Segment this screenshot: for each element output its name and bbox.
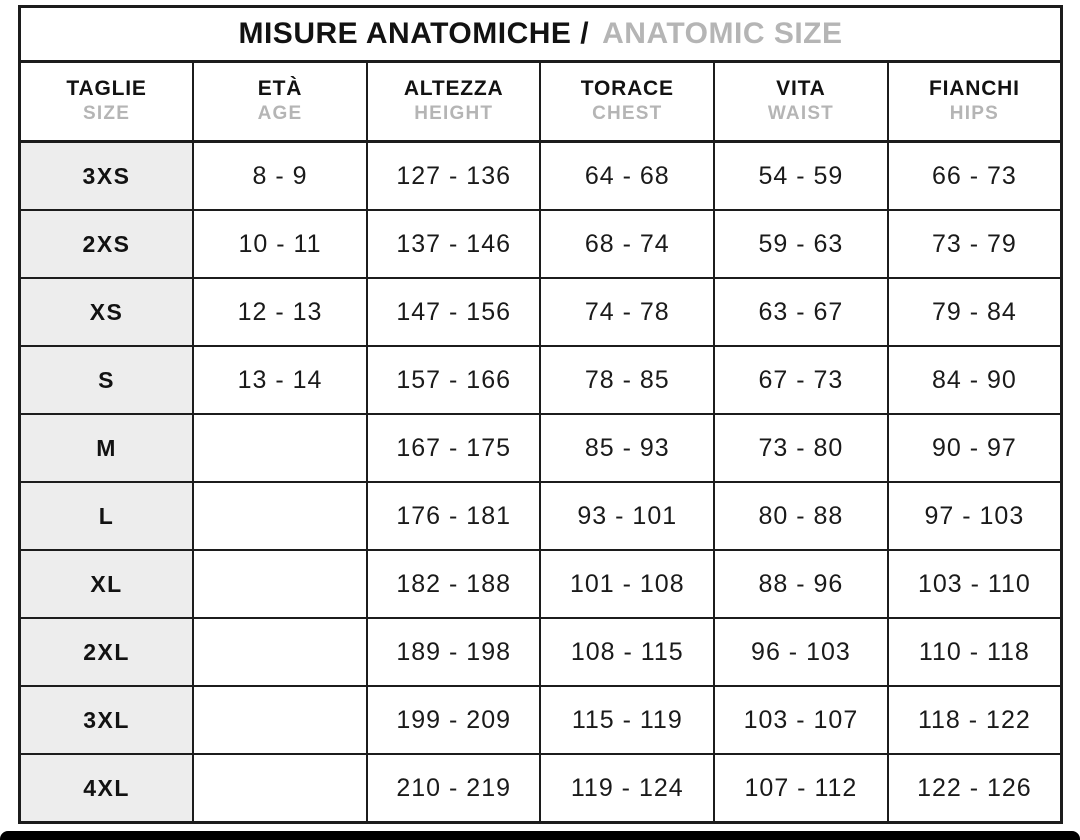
table-row: 4XL 210 - 219 119 - 124 107 - 112 122 - 126 bbox=[18, 753, 1063, 824]
hips-value-cell: 110 - 118 bbox=[886, 617, 1063, 687]
column-header-size: TAGLIE SIZE bbox=[18, 60, 195, 143]
height-value-cell: 147 - 156 bbox=[365, 277, 542, 347]
waist-value-cell: 103 - 107 bbox=[713, 685, 889, 755]
column-header-height-italian: ALTEZZA bbox=[403, 77, 504, 101]
waist-value-cell: 73 - 80 bbox=[713, 413, 889, 483]
height-value-cell: 199 - 209 bbox=[365, 685, 542, 755]
age-value-cell bbox=[192, 413, 368, 483]
column-header-waist-italian: VITA bbox=[776, 77, 826, 101]
column-header-chest-english: CHEST bbox=[592, 103, 663, 125]
waist-value-cell: 59 - 63 bbox=[713, 209, 889, 279]
size-cell: 3XL bbox=[18, 685, 195, 755]
waist-value-cell: 80 - 88 bbox=[713, 481, 889, 551]
height-value-cell: 137 - 146 bbox=[365, 209, 542, 279]
waist-value-cell: 107 - 112 bbox=[713, 753, 889, 824]
age-value-cell: 8 - 9 bbox=[192, 140, 368, 211]
table-row: 3XL 199 - 209 115 - 119 103 - 107 118 - 122 bbox=[18, 685, 1063, 755]
table-row: XS 12 - 13 147 - 156 74 - 78 63 - 67 79 - 84 bbox=[18, 277, 1063, 347]
age-value-cell: 12 - 13 bbox=[192, 277, 368, 347]
age-value-cell bbox=[192, 617, 368, 687]
table-row: S 13 - 14 157 - 166 78 - 85 67 - 73 84 - 90 bbox=[18, 345, 1063, 415]
chest-value-cell: 68 - 74 bbox=[539, 209, 716, 279]
height-value-cell: 157 - 166 bbox=[365, 345, 542, 415]
hips-value-cell: 73 - 79 bbox=[886, 209, 1063, 279]
table-row: XL 182 - 188 101 - 108 88 - 96 103 - 110 bbox=[18, 549, 1063, 619]
waist-value-cell: 88 - 96 bbox=[713, 549, 889, 619]
column-header-hips-italian: FIANCHI bbox=[929, 77, 1020, 101]
column-header-age-italian: ETÀ bbox=[257, 77, 303, 101]
chest-value-cell: 101 - 108 bbox=[539, 549, 716, 619]
age-value-cell bbox=[192, 481, 368, 551]
table-title-english: ANATOMIC SIZE bbox=[602, 17, 843, 50]
age-value-cell bbox=[192, 549, 368, 619]
waist-value-cell: 63 - 67 bbox=[713, 277, 889, 347]
table-title-text: MISURE ANATOMICHE / ANATOMIC SIZE bbox=[21, 17, 1060, 51]
waist-value-cell: 67 - 73 bbox=[713, 345, 889, 415]
size-cell: 3XS bbox=[18, 140, 195, 211]
table-title-row: MISURE ANATOMICHE / ANATOMIC SIZE bbox=[19, 6, 1062, 63]
hips-value-cell: 84 - 90 bbox=[886, 345, 1063, 415]
size-cell: 2XL bbox=[18, 617, 195, 687]
hips-value-cell: 66 - 73 bbox=[886, 140, 1063, 211]
chest-value-cell: 74 - 78 bbox=[539, 277, 716, 347]
waist-value-cell: 54 - 59 bbox=[713, 140, 889, 211]
chest-value-cell: 115 - 119 bbox=[539, 685, 716, 755]
hips-value-cell: 103 - 110 bbox=[886, 549, 1063, 619]
column-header-age-english: AGE bbox=[257, 103, 303, 125]
table-row: M 167 - 175 85 - 93 73 - 80 90 - 97 bbox=[18, 413, 1063, 483]
anatomic-size-table: MISURE ANATOMICHE / ANATOMIC SIZE TAGLIE… bbox=[18, 5, 1063, 824]
table-row: L 176 - 181 93 - 101 80 - 88 97 - 103 bbox=[18, 481, 1063, 551]
column-header-chest-italian: TORACE bbox=[580, 77, 674, 101]
chest-value-cell: 64 - 68 bbox=[539, 140, 716, 211]
age-value-cell: 13 - 14 bbox=[192, 345, 368, 415]
table-title: MISURE ANATOMICHE / ANATOMIC SIZE bbox=[19, 6, 1062, 63]
column-header-height-english: HEIGHT bbox=[414, 103, 494, 125]
chest-value-cell: 93 - 101 bbox=[539, 481, 716, 551]
size-cell: 4XL bbox=[18, 753, 195, 824]
column-header-age: ETÀ AGE bbox=[192, 60, 368, 143]
height-value-cell: 176 - 181 bbox=[365, 481, 542, 551]
height-value-cell: 189 - 198 bbox=[365, 617, 542, 687]
chest-value-cell: 119 - 124 bbox=[539, 753, 716, 824]
chest-value-cell: 85 - 93 bbox=[539, 413, 716, 483]
height-value-cell: 167 - 175 bbox=[365, 413, 542, 483]
size-cell: M bbox=[18, 413, 195, 483]
column-header-hips-english: HIPS bbox=[949, 103, 999, 125]
table-row: 2XS 10 - 11 137 - 146 68 - 74 59 - 63 73 - 79 bbox=[18, 209, 1063, 279]
size-cell: S bbox=[18, 345, 195, 415]
column-header-waist-english: WAIST bbox=[767, 103, 834, 125]
column-header-hips: FIANCHI HIPS bbox=[886, 60, 1063, 143]
size-cell: L bbox=[18, 481, 195, 551]
table-row: 2XL 189 - 198 108 - 115 96 - 103 110 - 118 bbox=[18, 617, 1063, 687]
table-row: 3XS 8 - 9 127 - 136 64 - 68 54 - 59 66 - 73 bbox=[18, 140, 1063, 211]
size-table-body: 3XS 8 - 9 127 - 136 64 - 68 54 - 59 66 - 73 2X… bbox=[18, 140, 1063, 824]
chest-value-cell: 78 - 85 bbox=[539, 345, 716, 415]
hips-value-cell: 90 - 97 bbox=[886, 413, 1063, 483]
hips-value-cell: 79 - 84 bbox=[886, 277, 1063, 347]
hips-value-cell: 118 - 122 bbox=[886, 685, 1063, 755]
age-value-cell bbox=[192, 753, 368, 824]
waist-value-cell: 96 - 103 bbox=[713, 617, 889, 687]
height-value-cell: 210 - 219 bbox=[365, 753, 542, 824]
table-title-italian: MISURE ANATOMICHE / bbox=[238, 17, 590, 50]
height-value-cell: 182 - 188 bbox=[365, 549, 542, 619]
column-header-waist: VITA WAIST bbox=[713, 60, 889, 143]
hips-value-cell: 122 - 126 bbox=[886, 753, 1063, 824]
column-header-height: ALTEZZA HEIGHT bbox=[365, 60, 542, 143]
hips-value-cell: 97 - 103 bbox=[886, 481, 1063, 551]
size-cell: 2XS bbox=[18, 209, 195, 279]
age-value-cell: 10 - 11 bbox=[192, 209, 368, 279]
chest-value-cell: 108 - 115 bbox=[539, 617, 716, 687]
age-value-cell bbox=[192, 685, 368, 755]
column-header-chest: TORACE CHEST bbox=[539, 60, 716, 143]
bottom-frame-bar bbox=[0, 831, 1080, 840]
column-header-size-italian: TAGLIE bbox=[66, 77, 147, 101]
size-cell: XL bbox=[18, 549, 195, 619]
column-header-size-english: SIZE bbox=[83, 103, 131, 125]
size-cell: XS bbox=[18, 277, 195, 347]
column-header-row: TAGLIE SIZE ETÀ AGE ALTEZZA HEIGHT TORAC… bbox=[18, 60, 1063, 143]
height-value-cell: 127 - 136 bbox=[365, 140, 542, 211]
